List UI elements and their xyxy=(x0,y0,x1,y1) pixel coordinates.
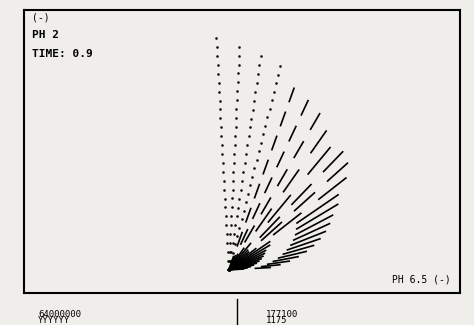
Text: PH 6.5 (-): PH 6.5 (-) xyxy=(392,274,451,284)
Text: PH 2: PH 2 xyxy=(32,30,59,40)
Text: 177100: 177100 xyxy=(265,310,298,319)
Text: YYYYYY: YYYYYY xyxy=(38,316,70,325)
Text: TIME: 0.9: TIME: 0.9 xyxy=(32,49,93,59)
Text: (-): (-) xyxy=(32,13,50,22)
Text: 1175: 1175 xyxy=(265,316,287,325)
Text: 64000000: 64000000 xyxy=(38,310,81,319)
